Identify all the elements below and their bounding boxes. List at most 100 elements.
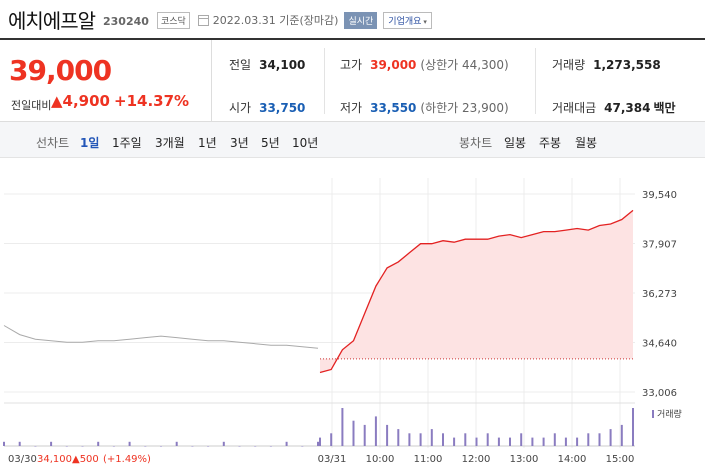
volume-bar bbox=[144, 446, 147, 447]
prev-close-stat: 전일 34,100 bbox=[229, 56, 305, 73]
tab-weekly-candle[interactable]: 주봉 bbox=[539, 136, 562, 150]
volume-bar bbox=[18, 441, 21, 446]
footer-change: ▲500 bbox=[72, 454, 99, 465]
y-tick-label: 37,907 bbox=[642, 240, 677, 251]
open-label: 시가 bbox=[229, 101, 252, 115]
tab-1day[interactable]: 1일 bbox=[80, 136, 100, 150]
change-value: ▲4,900 bbox=[51, 92, 110, 110]
current-day-line bbox=[319, 209, 634, 374]
volume-bar bbox=[317, 441, 319, 446]
prev-close-value: 34,100 bbox=[259, 58, 306, 72]
company-overview-dropdown[interactable]: 기업개요 ▾ bbox=[383, 11, 432, 29]
volume-bar bbox=[34, 446, 37, 447]
volume-bar bbox=[453, 437, 456, 446]
volume-bar bbox=[191, 446, 194, 447]
stock-header: 에치에프알 230240 코스닥 2022.03.31 기준(장마감) 실시간 … bbox=[0, 0, 705, 38]
company-overview-label: 기업개요 bbox=[388, 16, 422, 27]
amount-unit: 백만 bbox=[653, 101, 676, 115]
volume-bar bbox=[564, 437, 567, 446]
amount-value: 47,384 bbox=[604, 101, 651, 115]
x-tick-label: 13:00 bbox=[510, 454, 539, 465]
reference-date: 2022.03.31 기준(장마감) bbox=[212, 14, 339, 27]
volume-bar bbox=[486, 433, 489, 446]
volume-legend-swatch bbox=[652, 410, 654, 418]
market-badge: 코스닥 bbox=[156, 11, 190, 29]
volume-bar bbox=[397, 429, 400, 446]
x-tick-label: 11:00 bbox=[414, 454, 443, 465]
volume-bar bbox=[3, 441, 5, 446]
stock-name: 에치에프알 bbox=[8, 8, 96, 33]
volume-bar bbox=[160, 446, 162, 447]
volume-bar bbox=[175, 441, 178, 446]
volume-bar bbox=[587, 433, 590, 446]
volume-bar bbox=[464, 433, 467, 446]
volume-bar bbox=[50, 441, 53, 446]
volume-bar bbox=[65, 446, 68, 447]
tab-daily-candle[interactable]: 일봉 bbox=[504, 136, 527, 150]
open-value: 33,750 bbox=[259, 101, 306, 115]
x-tick-label: 03/31 bbox=[318, 454, 347, 465]
tab-3year[interactable]: 3년 bbox=[230, 136, 249, 150]
price-fill-area bbox=[320, 210, 633, 373]
volume-bar bbox=[408, 433, 411, 446]
volume-bar bbox=[207, 446, 210, 447]
price-chart-svg: 39,540 37,907 36,273 34,640 33,006 03/30 03/3… bbox=[3, 178, 682, 465]
open-stat: 시가 33,750 bbox=[229, 99, 305, 116]
upper-limit: (상한가 44,300) bbox=[420, 58, 509, 72]
footer-rate: (+1.49%) bbox=[103, 454, 151, 465]
change-rate: +14.37% bbox=[114, 92, 190, 110]
lower-limit: (하한가 23,900) bbox=[420, 101, 509, 115]
tab-monthly-candle[interactable]: 월봉 bbox=[575, 136, 598, 150]
candle-chart-label: 봉차트 bbox=[459, 136, 493, 150]
divider bbox=[535, 48, 536, 114]
volume-bar bbox=[319, 437, 321, 446]
volume-bar bbox=[341, 408, 344, 446]
y-tick-label: 39,540 bbox=[642, 190, 677, 201]
change-label: 전일대비 bbox=[11, 99, 52, 112]
amount-stat: 거래대금 47,384 백만 bbox=[552, 99, 676, 116]
volume-bar bbox=[542, 437, 545, 446]
y-tick-label: 34,640 bbox=[642, 339, 677, 350]
tab-10year[interactable]: 10년 bbox=[292, 136, 319, 150]
tab-5year[interactable]: 5년 bbox=[261, 136, 280, 150]
x-tick-label: 10:00 bbox=[366, 454, 395, 465]
divider bbox=[324, 48, 325, 114]
high-label: 고가 bbox=[340, 58, 363, 72]
price-summary: 39,000 전일대비 ▲4,900 +14.37% 전일 34,100 시가 33… bbox=[0, 38, 705, 122]
volume-bar bbox=[475, 437, 478, 446]
realtime-button[interactable]: 실시간 bbox=[344, 11, 378, 29]
x-tick-label: 12:00 bbox=[462, 454, 491, 465]
volume-bar bbox=[620, 424, 623, 446]
low-value: 33,550 bbox=[370, 101, 417, 115]
volume-bar bbox=[598, 433, 601, 446]
volume-bar bbox=[497, 437, 500, 446]
tab-3month[interactable]: 3개월 bbox=[155, 136, 185, 150]
chevron-down-icon: ▾ bbox=[423, 17, 427, 26]
y-tick-label: 33,006 bbox=[642, 388, 677, 399]
line-chart-label: 선차트 bbox=[36, 136, 70, 150]
tab-1week[interactable]: 1주일 bbox=[112, 136, 142, 150]
price-area bbox=[320, 210, 633, 373]
low-label: 저가 bbox=[340, 101, 363, 115]
volume-bar bbox=[97, 441, 100, 446]
volume-value: 1,273,558 bbox=[593, 58, 661, 72]
volume-bar bbox=[520, 433, 523, 446]
volume-bar bbox=[81, 446, 84, 447]
calendar-icon bbox=[197, 14, 209, 26]
high-value: 39,000 bbox=[370, 58, 417, 72]
current-price-box: 39,000 전일대비 ▲4,900 +14.37% bbox=[0, 40, 212, 122]
current-price: 39,000 bbox=[9, 54, 112, 87]
volume-bar bbox=[112, 446, 115, 447]
price-chart: 39,540 37,907 36,273 34,640 33,006 03/30 03/3… bbox=[0, 158, 705, 474]
low-stat: 저가 33,550 (하한가 23,900) bbox=[340, 99, 509, 116]
tab-1year[interactable]: 1년 bbox=[198, 136, 217, 150]
volume-bar bbox=[301, 446, 304, 447]
footer-date: 03/30 bbox=[8, 454, 37, 465]
volume-bar bbox=[222, 441, 225, 446]
volume-label: 거래량 bbox=[552, 58, 586, 72]
volume-bar bbox=[330, 433, 333, 446]
x-tick-label: 14:00 bbox=[558, 454, 587, 465]
volume-bar bbox=[238, 446, 241, 447]
volume-bar bbox=[609, 429, 612, 446]
